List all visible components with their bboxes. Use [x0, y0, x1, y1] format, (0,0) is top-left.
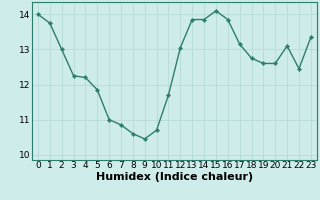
- X-axis label: Humidex (Indice chaleur): Humidex (Indice chaleur): [96, 172, 253, 182]
